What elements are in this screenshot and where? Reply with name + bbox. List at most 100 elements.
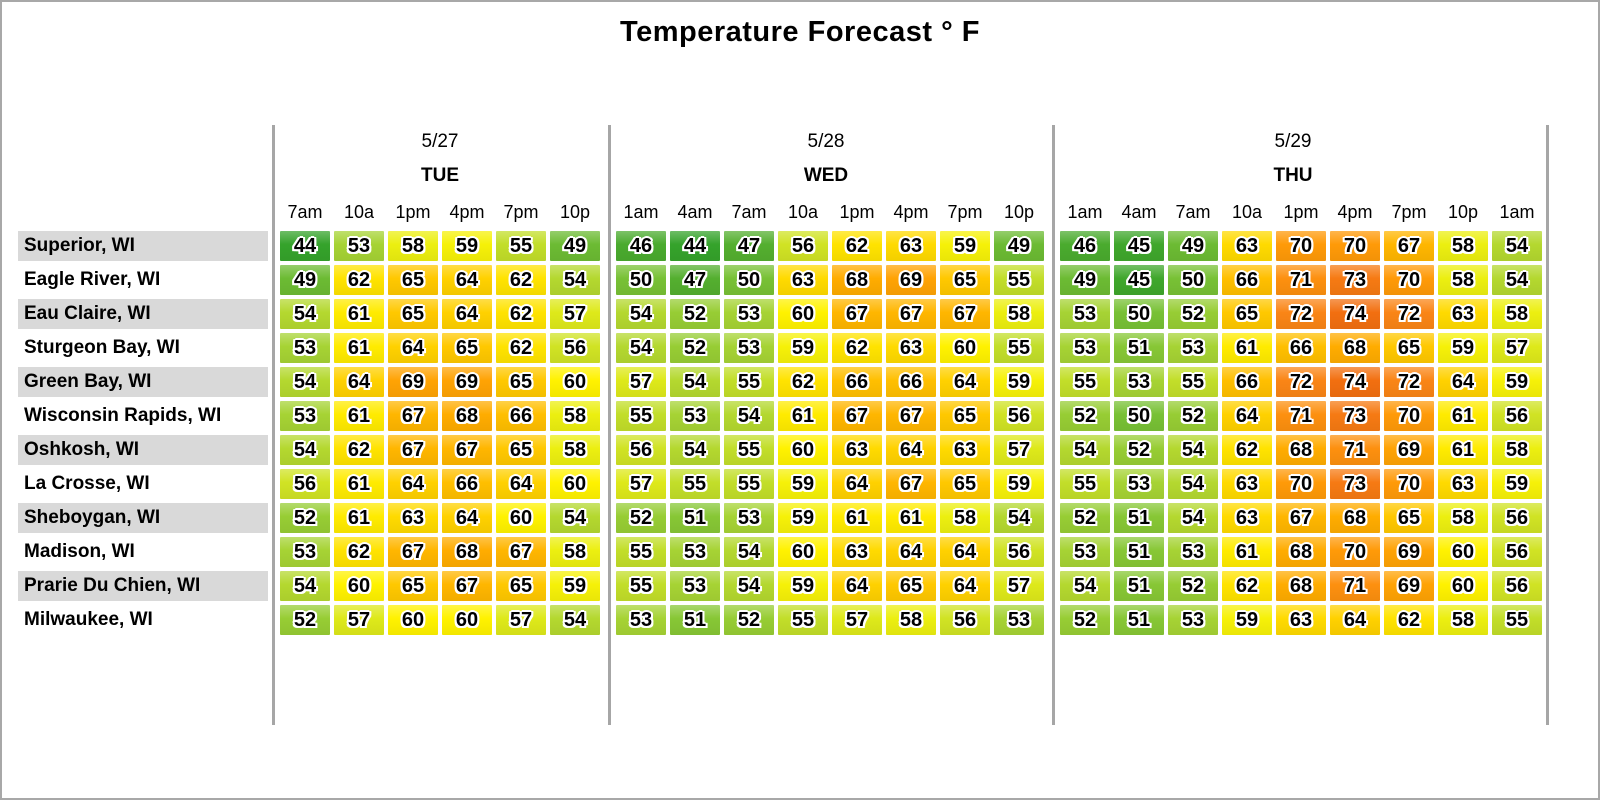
temp-cell: 64 (832, 571, 882, 601)
temp-cell: 53 (1168, 333, 1218, 363)
temp-cell: 50 (1168, 265, 1218, 295)
temp-cell: 72 (1276, 299, 1326, 329)
city-label: La Crosse, WI (24, 473, 150, 494)
temp-cell: 54 (280, 299, 330, 329)
temp-cell: 62 (832, 333, 882, 363)
temp-cell: 72 (1276, 367, 1326, 397)
time-label: 4am (677, 201, 713, 222)
temp-cell: 59 (1222, 605, 1272, 635)
city-label: Wisconsin Rapids, WI (24, 405, 222, 426)
temp-cell: 54 (280, 435, 330, 465)
time-label: 4am (1121, 201, 1157, 222)
temp-cell: 56 (1492, 401, 1542, 431)
time-label: 1pm (1283, 201, 1319, 222)
time-label: 7pm (1391, 201, 1427, 222)
temp-cell: 61 (778, 401, 828, 431)
temp-cell: 64 (442, 299, 492, 329)
temp-cell: 62 (1222, 571, 1272, 601)
time-label: 10a (787, 201, 819, 222)
temp-cell: 59 (442, 231, 492, 261)
temp-cell: 66 (496, 401, 546, 431)
temp-cell: 61 (1222, 537, 1272, 567)
city-row: La Crosse, WI 56 61 64 66 64 60 57 55 55 59 64 67 65 5… (18, 469, 1563, 499)
temp-cell: 54 (550, 265, 600, 295)
temp-cell: 65 (1222, 299, 1272, 329)
temp-cell: 58 (550, 435, 600, 465)
temp-cell: 64 (1222, 401, 1272, 431)
temp-cell: 64 (940, 367, 990, 397)
temp-cell: 67 (940, 299, 990, 329)
temp-cell: 62 (778, 367, 828, 397)
day-name-label: WED (803, 165, 849, 186)
temp-cell: 59 (778, 333, 828, 363)
temp-cell: 61 (1438, 435, 1488, 465)
temp-cell: 55 (994, 333, 1044, 363)
temp-cell: 67 (832, 401, 882, 431)
temp-cell: 69 (388, 367, 438, 397)
temp-cell: 67 (388, 435, 438, 465)
temp-cell: 54 (670, 435, 720, 465)
city-row: Green Bay, WI 54 64 69 69 65 60 57 54 55 62 66 66 64 5… (18, 367, 1563, 397)
temp-cell: 65 (388, 265, 438, 295)
temp-cell: 61 (334, 503, 384, 533)
temp-cell: 58 (886, 605, 936, 635)
temp-cell: 66 (1222, 265, 1272, 295)
temp-cell: 73 (1330, 265, 1380, 295)
temp-cell: 59 (940, 231, 990, 261)
temp-cell: 54 (280, 367, 330, 397)
city-row: Prarie Du Chien, WI 54 60 65 67 65 59 55 53 54 59 6… (18, 571, 1563, 601)
temp-cell: 68 (1330, 503, 1380, 533)
temp-cell: 62 (334, 435, 384, 465)
temp-cell: 45 (1114, 265, 1164, 295)
temp-cell: 52 (1060, 401, 1110, 431)
temp-cell: 67 (442, 571, 492, 601)
temp-cell: 63 (778, 265, 828, 295)
temp-cell: 65 (940, 265, 990, 295)
time-label: 7pm (503, 201, 539, 222)
temp-cell: 63 (1438, 299, 1488, 329)
temp-cell: 49 (550, 231, 600, 261)
temp-cell: 59 (1492, 367, 1542, 397)
temp-cell: 59 (778, 571, 828, 601)
city-label: Sturgeon Bay, WI (24, 337, 180, 358)
temp-cell: 53 (280, 333, 330, 363)
time-label: 1am (1067, 201, 1103, 222)
temp-cell: 67 (388, 537, 438, 567)
temp-cell: 61 (334, 333, 384, 363)
time-label: 10a (343, 201, 375, 222)
temp-cell: 58 (550, 537, 600, 567)
temp-cell: 62 (1384, 605, 1434, 635)
temp-cell: 52 (670, 333, 720, 363)
temp-cell: 57 (994, 571, 1044, 601)
temp-cell: 64 (388, 469, 438, 499)
temp-cell: 55 (1168, 367, 1218, 397)
temp-cell: 60 (1438, 537, 1488, 567)
header-row: 5/27 5/28 5/29 (18, 125, 1563, 159)
temp-cell: 53 (1060, 299, 1110, 329)
temp-cell: 63 (832, 537, 882, 567)
temp-cell: 52 (1060, 503, 1110, 533)
temp-cell: 72 (1384, 299, 1434, 329)
temp-cell: 50 (1114, 299, 1164, 329)
temp-cell: 55 (778, 605, 828, 635)
temp-cell: 50 (724, 265, 774, 295)
temp-cell: 55 (1492, 605, 1542, 635)
temp-cell: 67 (1276, 503, 1326, 533)
temp-cell: 69 (442, 367, 492, 397)
temp-cell: 54 (1060, 435, 1110, 465)
time-label: 1pm (395, 201, 431, 222)
temp-cell: 63 (1438, 469, 1488, 499)
temp-cell: 68 (1276, 537, 1326, 567)
temp-cell: 71 (1330, 571, 1380, 601)
temp-cell: 58 (1438, 503, 1488, 533)
temp-cell: 69 (1384, 571, 1434, 601)
temp-cell: 52 (1168, 299, 1218, 329)
temp-cell: 67 (886, 469, 936, 499)
temp-cell: 57 (832, 605, 882, 635)
temp-cell: 64 (940, 537, 990, 567)
temp-cell: 63 (1276, 605, 1326, 635)
forecast-heatmap-table: 5/27 5/28 5/29 TUE WED THU 7am 10a 1pm 4pm 7pm 10p 1… (18, 125, 1563, 725)
city-row: Oshkosh, WI 54 62 67 67 65 58 56 54 55 60 63 64 63 57 5… (18, 435, 1563, 465)
temp-cell: 49 (1168, 231, 1218, 261)
temp-cell: 70 (1384, 265, 1434, 295)
